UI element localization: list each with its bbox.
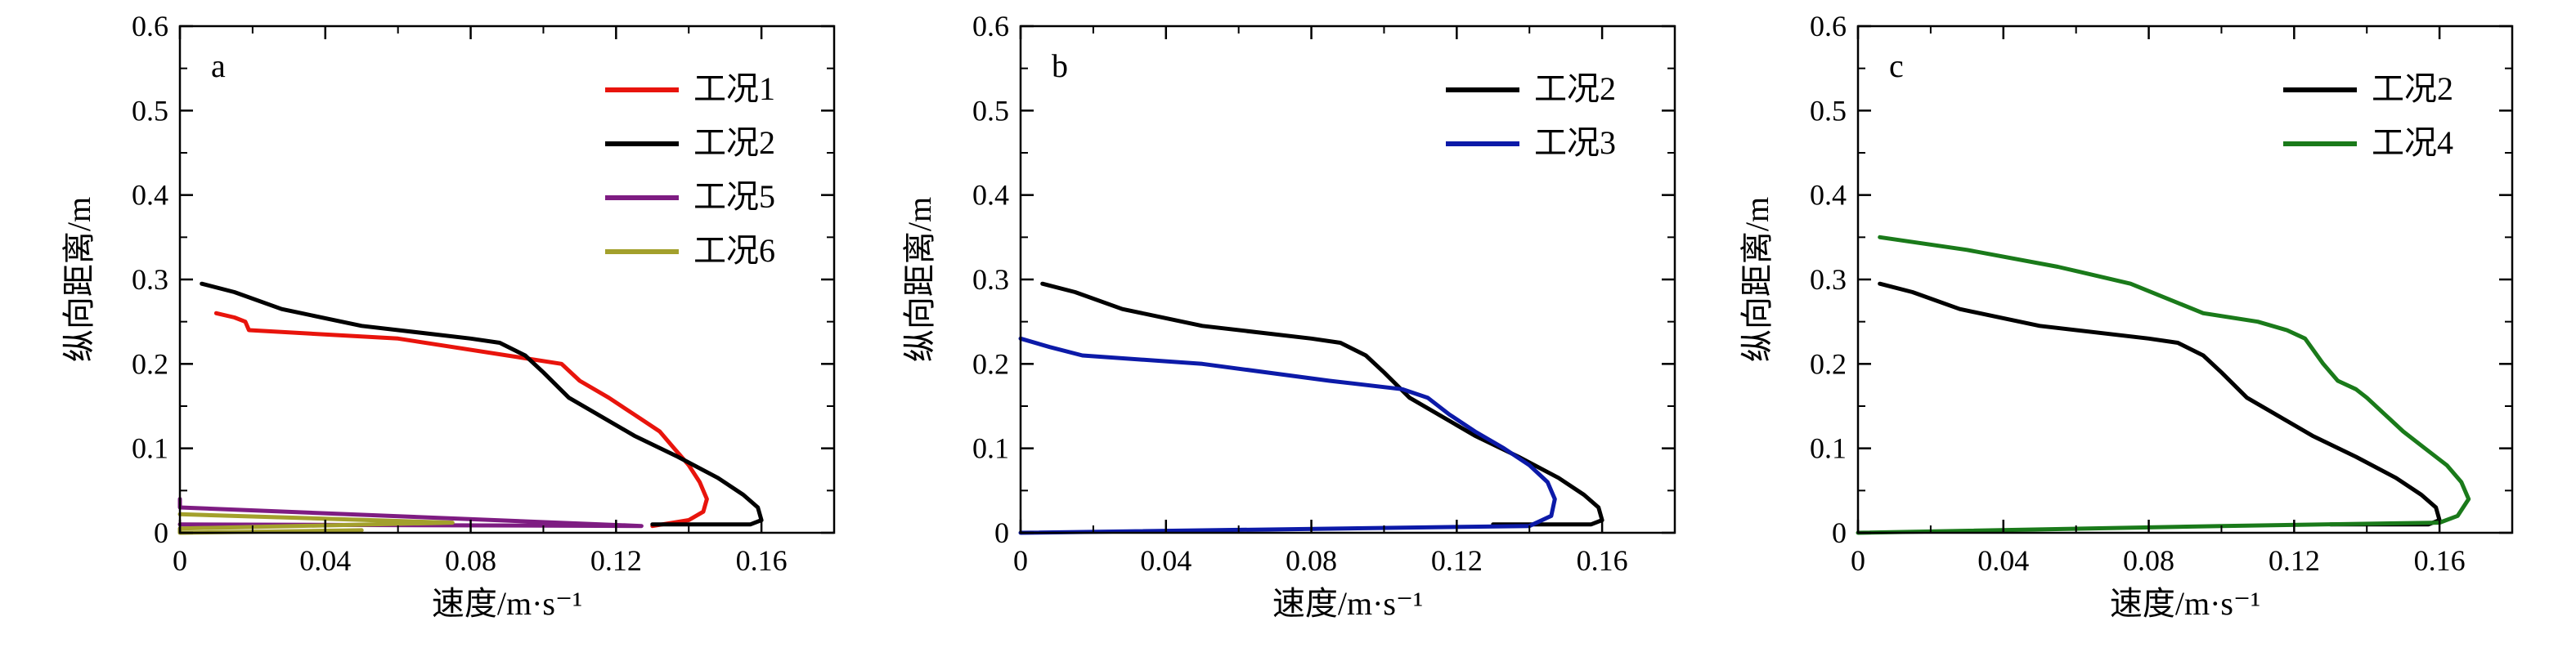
y-tick-label: 0	[154, 516, 168, 549]
x-axis: 0 0.04 0.08 0.12 0.16	[1851, 26, 2466, 577]
legend-label: 工况5	[693, 178, 775, 215]
legend-label: 工况2	[2372, 70, 2453, 107]
x-tick-label: 0.04	[1977, 544, 2029, 577]
y-tick-label: 0	[994, 516, 1009, 549]
y-tick-label: 0.5	[1810, 94, 1847, 127]
legend: 工况1 工况2 工况5 工况6	[605, 70, 775, 269]
y-tick-label: 0.3	[972, 263, 1009, 296]
series-line-2	[200, 281, 764, 527]
x-tick-label: 0.04	[1140, 544, 1192, 577]
x-tick-label: 0.08	[445, 544, 496, 577]
chart-panel-a: 0 0.04 0.08 0.12 0.16 0 0.1 0.2 0.3 0.4 0.5 0.6 速度/m…	[61, 10, 836, 622]
x-tick-label: 0.12	[2269, 544, 2320, 577]
y-tick-label: 0.1	[1810, 432, 1847, 465]
x-tick-label: 0.16	[2414, 544, 2466, 577]
legend-label: 工况6	[693, 232, 775, 269]
y-tick-label: 0.1	[972, 432, 1009, 465]
x-axis-title: 速度/m·s⁻¹	[1272, 585, 1423, 622]
legend-label: 工况2	[1534, 70, 1616, 107]
panel-label: a	[211, 47, 226, 84]
series-line-1	[1878, 281, 2442, 527]
x-axis-title: 速度/m·s⁻¹	[432, 585, 582, 622]
y-tick-label: 0.2	[972, 347, 1009, 380]
legend-label: 工况4	[2372, 124, 2453, 161]
y-tick-label: 0	[1832, 516, 1847, 549]
y-axis-title: 纵向距离/m	[901, 197, 938, 362]
y-tick-label: 0.6	[972, 10, 1009, 42]
y-tick-label: 0.5	[972, 94, 1009, 127]
series-lines	[177, 281, 764, 535]
x-tick-label: 0.08	[1286, 544, 1337, 577]
x-axis-title: 速度/m·s⁻¹	[2110, 585, 2260, 622]
y-axis-title: 纵向距离/m	[61, 197, 97, 362]
x-axis: 0 0.04 0.08 0.12 0.16	[1013, 26, 1628, 577]
series-line-2	[1856, 235, 2471, 535]
y-tick-label: 0.4	[132, 179, 168, 212]
panel-label: b	[1052, 47, 1068, 84]
y-axis: 0 0.1 0.2 0.3 0.4 0.5 0.6	[972, 10, 1675, 549]
y-tick-label: 0.2	[132, 347, 168, 380]
x-tick-label: 0.12	[590, 544, 642, 577]
series-lines	[1018, 281, 1604, 535]
y-axis: 0 0.1 0.2 0.3 0.4 0.5 0.6	[132, 10, 834, 549]
y-tick-label: 0.2	[1810, 347, 1847, 380]
panel-label: c	[1889, 47, 1904, 84]
x-tick-label: 0	[1851, 544, 1865, 577]
chart-panel-b: 0 0.04 0.08 0.12 0.16 0 0.1 0.2 0.3 0.4 0.5 0.6 速度/m…	[901, 10, 1676, 622]
x-tick-label: 0.04	[299, 544, 351, 577]
x-tick-label: 0.16	[736, 544, 788, 577]
y-tick-label: 0.4	[1810, 179, 1847, 212]
y-tick-label: 0.6	[1810, 10, 1847, 42]
series-lines	[1856, 235, 2471, 535]
legend-label: 工况1	[693, 70, 775, 107]
x-tick-label: 0	[173, 544, 187, 577]
y-tick-label: 0.3	[1810, 263, 1847, 296]
y-tick-label: 0.4	[972, 179, 1009, 212]
legend-label: 工况2	[693, 124, 775, 161]
series-line-2	[1018, 336, 1557, 535]
x-axis: 0 0.04 0.08 0.12 0.16	[173, 26, 788, 577]
x-tick-label: 0.16	[1577, 544, 1628, 577]
y-axis: 0 0.1 0.2 0.3 0.4 0.5 0.6	[1810, 10, 2512, 549]
series-line-1	[213, 311, 709, 529]
y-tick-label: 0.6	[132, 10, 168, 42]
y-axis-title: 纵向距离/m	[1739, 197, 1775, 362]
y-tick-label: 0.3	[132, 263, 168, 296]
y-tick-label: 0.1	[132, 432, 168, 465]
x-tick-label: 0.08	[2123, 544, 2174, 577]
x-tick-label: 0	[1013, 544, 1028, 577]
chart-panel-c: 0 0.04 0.08 0.12 0.16 0 0.1 0.2 0.3 0.4 0.5 0.6 速度/m…	[1739, 10, 2514, 622]
series-line-1	[1040, 281, 1604, 527]
y-tick-label: 0.5	[132, 94, 168, 127]
legend-label: 工况3	[1534, 124, 1616, 161]
x-tick-label: 0.12	[1431, 544, 1483, 577]
